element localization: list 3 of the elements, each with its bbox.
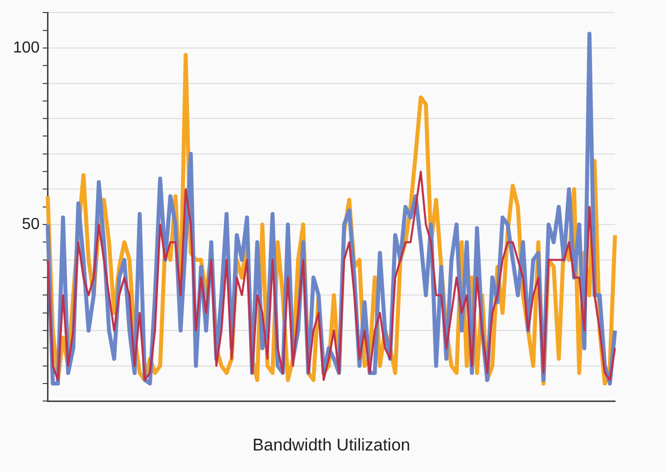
x-axis-title: Bandwidth Utilization <box>252 435 410 454</box>
y-tick-label: 100 <box>12 39 40 56</box>
y-tick-label: 50 <box>22 216 40 233</box>
